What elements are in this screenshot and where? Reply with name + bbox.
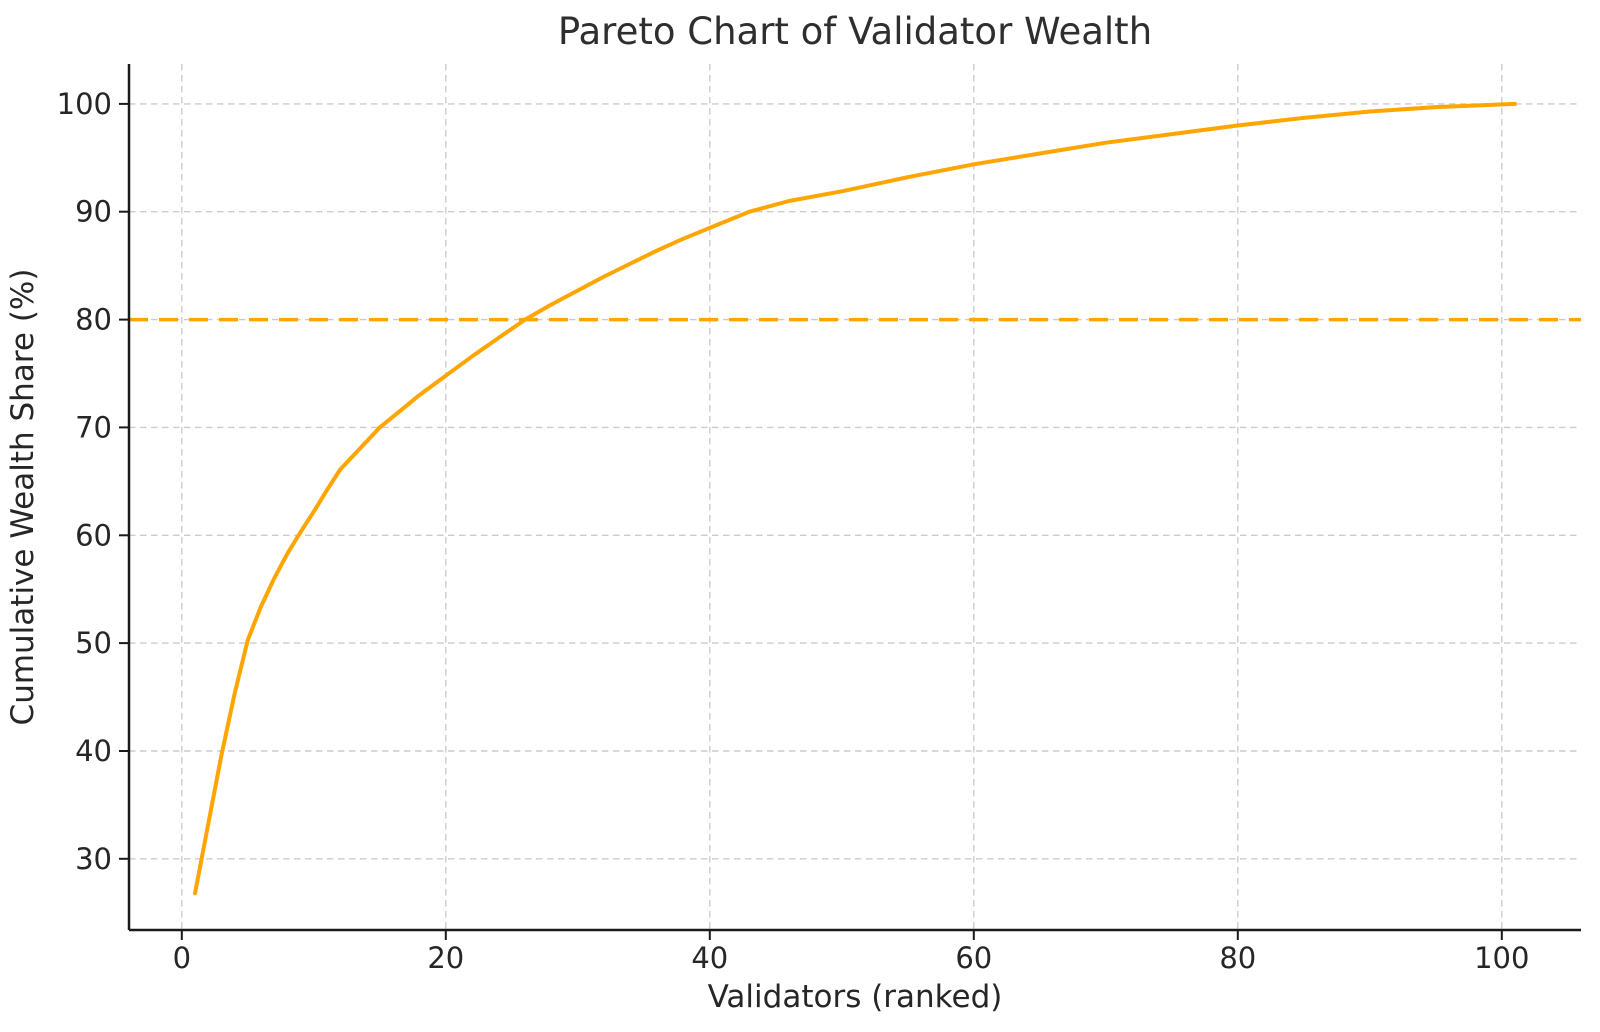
cumulative-share-line (193, 101, 1517, 896)
y-tick-label: 70 (75, 410, 112, 444)
chart-title: Pareto Chart of Validator Wealth (558, 10, 1152, 53)
y-tick-label: 90 (75, 195, 112, 229)
y-tick-label: 80 (75, 303, 112, 337)
y-tick-label: 100 (57, 87, 112, 121)
grid-layer (129, 64, 1581, 930)
tick-layer (119, 102, 1503, 940)
y-tick-label: 60 (75, 518, 112, 552)
y-tick-label: 40 (75, 734, 112, 768)
x-tick-label: 60 (955, 941, 992, 975)
x-tick-label: 40 (691, 941, 728, 975)
y-axis-label: Cumulative Wealth Share (%) (5, 269, 41, 726)
series-layer (193, 101, 1517, 896)
x-tick-label: 100 (1474, 941, 1529, 975)
x-tick-label: 80 (1219, 941, 1256, 975)
y-tick-label: 30 (75, 842, 112, 876)
y-tick-label: 50 (75, 626, 112, 660)
tick-label-layer: 0 20 40 60 80 100 30 40 50 60 70 80 90 100 (57, 87, 1530, 975)
x-axis-label: Validators (ranked) (708, 979, 1003, 1015)
x-tick-label: 0 (173, 941, 191, 975)
x-tick-label: 20 (427, 941, 464, 975)
